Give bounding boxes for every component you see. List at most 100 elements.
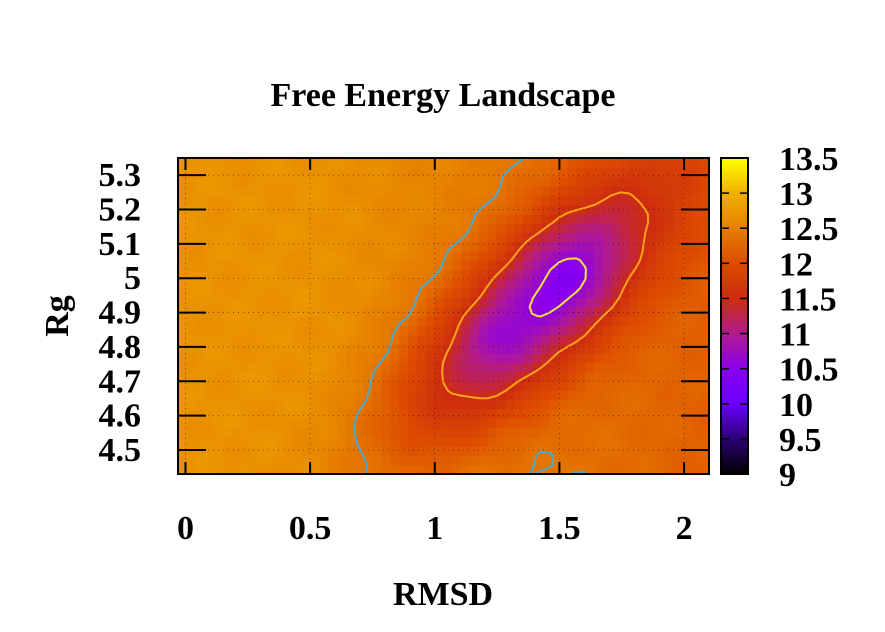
heatmap-cell [178, 427, 188, 438]
heatmap-cell [257, 455, 268, 466]
colorbar-segment [721, 319, 748, 325]
heatmap-cell [505, 250, 515, 261]
heatmap-cell [629, 399, 639, 410]
heatmap-cell [195, 455, 206, 466]
heatmap-cell [275, 325, 285, 336]
heatmap-cell [195, 288, 206, 299]
heatmap-cell [585, 260, 595, 271]
heatmap-cell [204, 241, 214, 252]
heatmap-cell [257, 176, 268, 187]
heatmap-cell [390, 306, 400, 317]
heatmap-cell [602, 185, 613, 196]
heatmap-cell [452, 204, 462, 215]
heatmap-cell [425, 455, 436, 466]
heatmap-cell [673, 362, 684, 373]
heatmap-cell [620, 418, 630, 429]
heatmap-cell [434, 167, 445, 178]
heatmap-cell [558, 464, 568, 474]
heatmap-cell [487, 371, 498, 382]
heatmap-cell [549, 334, 560, 345]
heatmap-cell [523, 464, 533, 474]
heatmap-cell [178, 269, 188, 280]
heatmap-cell [611, 288, 622, 299]
heatmap-cell [248, 353, 259, 364]
heatmap-cell [266, 176, 276, 187]
heatmap-cell [567, 195, 577, 206]
heatmap-cell [275, 167, 285, 178]
heatmap-cell [443, 306, 453, 317]
heatmap-cell [576, 353, 586, 364]
y-tick-label: 4.6 [99, 398, 142, 435]
plot-frame [177, 157, 710, 475]
heatmap-cell [390, 213, 400, 224]
heatmap-cell [523, 353, 533, 364]
heatmap-cell [478, 343, 489, 354]
heatmap-cell [284, 316, 294, 326]
heatmap-cell [275, 204, 285, 215]
heatmap-cell [470, 316, 480, 326]
heatmap-cell [275, 278, 285, 289]
heatmap-cell [664, 185, 675, 196]
heatmap-cell [390, 436, 400, 447]
heatmap-cell [638, 306, 648, 317]
colorbar-segment [721, 406, 748, 412]
heatmap-cell [655, 176, 666, 187]
heatmap-cell [381, 306, 391, 317]
heatmap-cell [691, 288, 701, 299]
heatmap-cell [558, 278, 568, 289]
heatmap-cell [549, 195, 560, 206]
heatmap-cell [408, 213, 418, 224]
heatmap-cell [655, 353, 666, 364]
heatmap-cell [496, 436, 507, 447]
heatmap-cell [222, 325, 232, 336]
heatmap-cell [425, 213, 436, 224]
heatmap-cell [204, 390, 214, 401]
heatmap-cell [186, 250, 197, 261]
heatmap-cell [231, 436, 241, 447]
heatmap-cell [363, 241, 374, 252]
heatmap-cell [514, 334, 524, 345]
heatmap-cell [593, 381, 604, 391]
colorbar-segment [721, 312, 748, 317]
heatmap-cell [700, 297, 709, 308]
heatmap-cell [381, 399, 391, 410]
heatmap-cell [532, 176, 542, 187]
heatmap-cell [585, 306, 595, 317]
heatmap-cell [204, 418, 214, 429]
heatmap-cell [700, 241, 709, 252]
heatmap-cell [257, 334, 268, 345]
heatmap-cell [434, 176, 445, 187]
heatmap-cell [293, 158, 303, 168]
heatmap-cell [381, 269, 391, 280]
heatmap-cell [310, 241, 321, 252]
heatmap-cell [514, 362, 524, 373]
heatmap-cell [266, 446, 276, 457]
heatmap-cell [346, 158, 356, 168]
heatmap-cell [532, 343, 542, 354]
heatmap-cell [470, 325, 480, 336]
heatmap-cell [443, 167, 453, 178]
heatmap-cell [602, 223, 613, 233]
heatmap-cell [691, 371, 701, 382]
heatmap-cell [363, 362, 374, 373]
heatmap-cell [691, 362, 701, 373]
heatmap-cell [602, 399, 613, 410]
heatmap-cell [585, 297, 595, 308]
heatmap-cell [416, 176, 427, 187]
heatmap-cell [293, 176, 303, 187]
heatmap-cell [558, 288, 568, 299]
heatmap-cell [602, 353, 613, 364]
heatmap-cell [363, 167, 374, 178]
heatmap-cell [425, 362, 436, 373]
heatmap-cell [664, 167, 675, 178]
heatmap-cell [301, 297, 312, 308]
heatmap-cell [204, 436, 214, 447]
y-axis-label: Rg [39, 295, 76, 337]
heatmap-cell [328, 316, 338, 326]
heatmap-cell [284, 297, 294, 308]
heatmap-cell [248, 381, 259, 391]
heatmap-cell [434, 158, 445, 168]
heatmap-cell [293, 204, 303, 215]
heatmap-cell [434, 362, 445, 373]
heatmap-cell [638, 353, 648, 364]
